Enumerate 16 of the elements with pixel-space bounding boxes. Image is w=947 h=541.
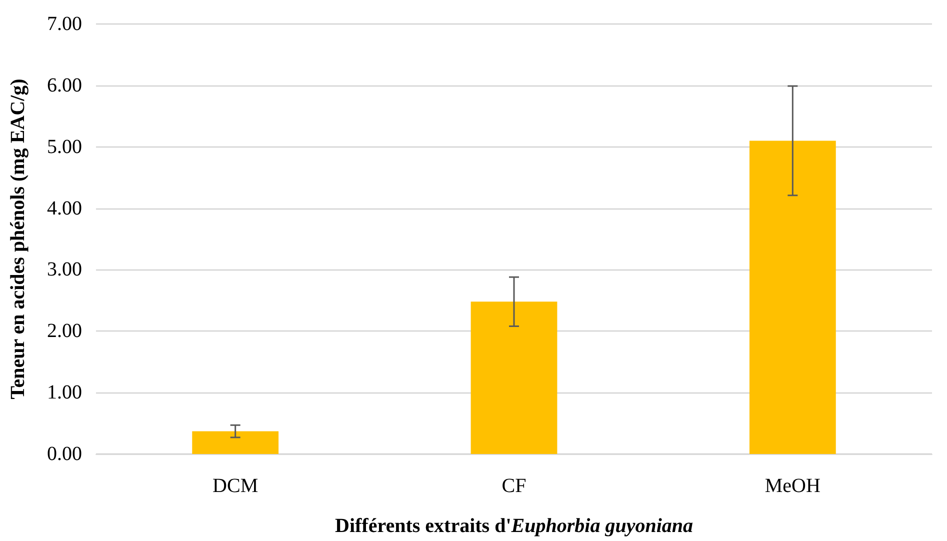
y-tick-label: 3.00 bbox=[47, 258, 82, 281]
y-tick-label: 1.00 bbox=[47, 382, 82, 404]
y-tick-label: 5.00 bbox=[47, 136, 82, 158]
y-tick-label: 4.00 bbox=[47, 197, 82, 220]
bar bbox=[749, 140, 836, 454]
x-tick-label: DCM bbox=[212, 475, 258, 497]
y-tick-label: 0.00 bbox=[47, 443, 82, 465]
y-axis-title: Teneur en acides phénols (mg EAC/g) bbox=[7, 78, 29, 400]
bar bbox=[470, 302, 558, 454]
x-tick-label: MeOH bbox=[764, 475, 820, 497]
bar bbox=[192, 431, 279, 454]
x-axis-title: Différents extraits d'Euphorbia guyoniana bbox=[335, 515, 693, 537]
y-tick-label: 2.00 bbox=[47, 320, 82, 342]
y-tick-label: 6.00 bbox=[47, 74, 82, 96]
x-tick-label: CF bbox=[502, 475, 526, 497]
y-tick-label: 7.00 bbox=[47, 13, 82, 35]
